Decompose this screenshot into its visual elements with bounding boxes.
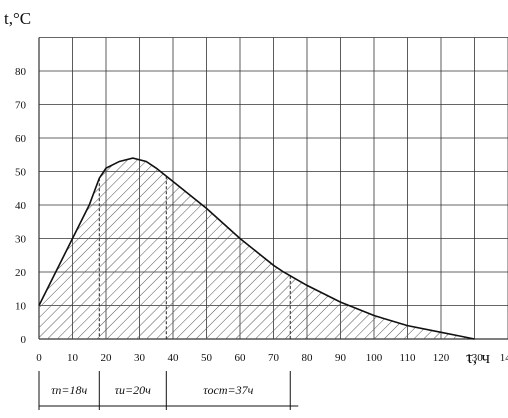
x-tick-label: 30 xyxy=(134,352,146,364)
phase-label: τост=37ч xyxy=(203,383,253,397)
x-tick-label: 130 xyxy=(466,352,483,364)
area-fill xyxy=(39,158,475,339)
phase-label: τп=18ч xyxy=(51,383,87,397)
phase-label: τи=20ч xyxy=(115,383,151,397)
x-tick-label: 60 xyxy=(235,352,247,364)
y-tick-label: 70 xyxy=(15,100,27,112)
hatched-area xyxy=(39,158,475,339)
y-tick-label: 60 xyxy=(15,133,27,145)
y-tick-label: 40 xyxy=(15,200,27,212)
y-tick-label: 10 xyxy=(15,301,27,313)
x-tick-label: 70 xyxy=(268,352,280,364)
temperature-curve xyxy=(38,157,475,340)
series-line xyxy=(38,157,475,340)
x-tick-label: 140 xyxy=(500,352,508,364)
tick-labels: 0102030405060708090100110120130140150010… xyxy=(15,66,508,364)
x-tick-label: 0 xyxy=(36,352,42,364)
x-axis-label: τ, ч xyxy=(466,348,490,367)
x-tick-label: 90 xyxy=(335,352,347,364)
phase-bracket: τп=18ч τи=20ч τост=37ч xyxy=(38,371,299,410)
y-tick-label: 20 xyxy=(15,267,27,279)
x-tick-label: 40 xyxy=(168,352,180,364)
x-tick-label: 20 xyxy=(101,352,113,364)
phase-markers xyxy=(98,176,291,339)
y-tick-label: 50 xyxy=(15,167,27,179)
x-tick-label: 80 xyxy=(302,352,314,364)
y-tick-label: 30 xyxy=(15,234,27,246)
x-tick-label: 50 xyxy=(201,352,213,364)
y-tick-label: 80 xyxy=(15,66,27,78)
y-axis-label: t,°C xyxy=(4,9,31,28)
x-tick-label: 100 xyxy=(366,352,383,364)
x-tick-label: 10 xyxy=(67,352,79,364)
y-tick-label: 0 xyxy=(21,334,27,346)
x-tick-label: 120 xyxy=(433,352,450,364)
x-tick-label: 110 xyxy=(399,352,416,364)
